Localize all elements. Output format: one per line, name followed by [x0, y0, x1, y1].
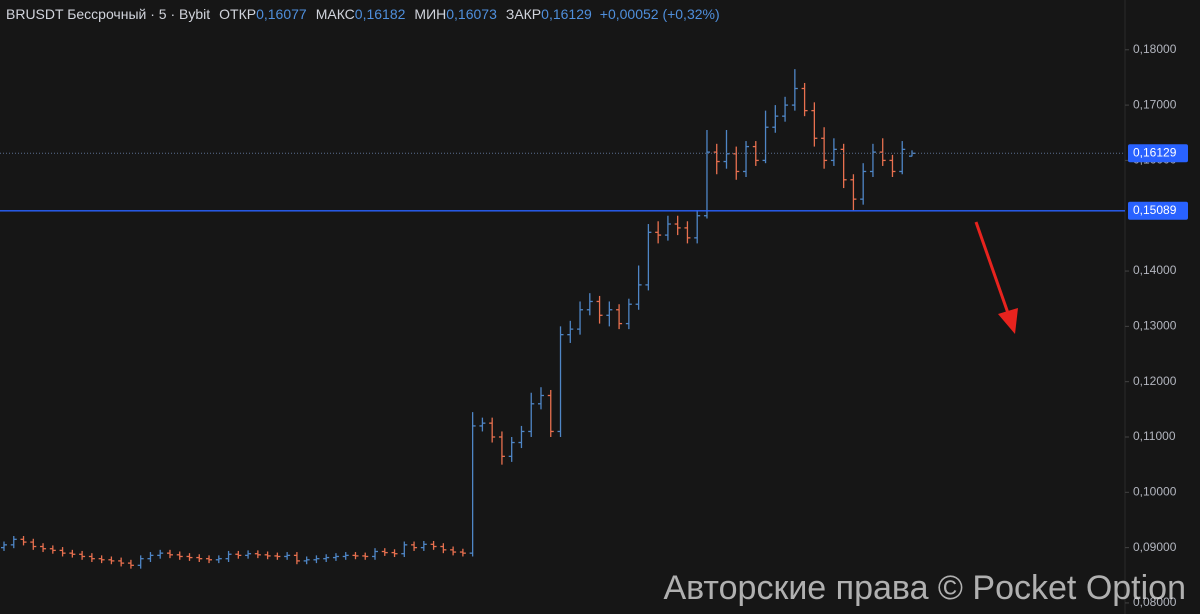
- y-tick-label: 0,09000: [1133, 540, 1177, 554]
- y-tick-label: 0,10000: [1133, 484, 1177, 498]
- price-change: +0,00052 (+0,32%): [599, 6, 720, 22]
- red-arrow: [974, 221, 1018, 334]
- price-axis: 0,180000,170000,160000,140000,130000,120…: [0, 42, 1188, 609]
- header: BRUSDT Бессрочный · 5 · Bybit ОТКР 0,1607…: [6, 6, 720, 22]
- legend-value: 0,16129: [541, 6, 592, 22]
- y-tick-label: 0,13000: [1133, 319, 1177, 333]
- legend-label: ОТКР: [219, 6, 257, 22]
- legend-label: МАКС: [315, 6, 355, 22]
- y-tick-label: 0,12000: [1133, 374, 1177, 388]
- legend-value: 0,16077: [256, 6, 307, 22]
- bars: [1, 69, 915, 569]
- legend-label: МИН: [414, 6, 447, 22]
- price-badge: [1128, 144, 1188, 163]
- symbol-title: BRUSDT Бессрочный · 5 · Bybit: [6, 6, 211, 22]
- arrow-shaft: [974, 221, 1011, 317]
- arrow-head: [998, 308, 1018, 334]
- ohlc-legend: ОТКР 0,16077 МАКС 0,16182 МИН 0,16073 ЗАКР 0,16…: [210, 6, 592, 22]
- watermark: Авторские права © Pocket Option: [663, 569, 1186, 607]
- y-tick-label: 0,11000: [1133, 429, 1176, 443]
- y-tick-label: 0,18000: [1133, 42, 1177, 56]
- legend-value: 0,16182: [354, 6, 406, 22]
- y-tick-label: 0,14000: [1133, 263, 1177, 277]
- y-tick-label: 0,08000: [1133, 595, 1177, 609]
- legend-label: ЗАКР: [505, 6, 542, 22]
- price-badge-label: 0,16129: [1133, 145, 1177, 159]
- legend-value: 0,16073: [446, 6, 497, 22]
- y-tick-label: 0,17000: [1133, 97, 1177, 111]
- price-badge-label: 0,15089: [1133, 203, 1177, 217]
- price-badge: [1128, 201, 1188, 220]
